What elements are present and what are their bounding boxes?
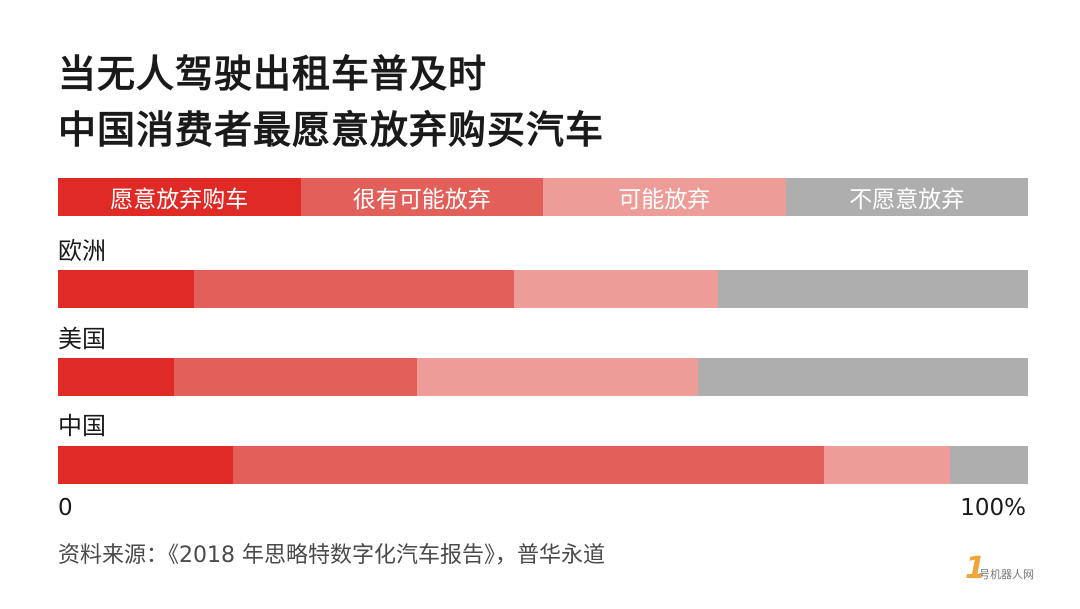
stacked-bar <box>58 446 1028 484</box>
bar-segment <box>232 446 825 484</box>
category-label: 欧洲 <box>58 237 106 265</box>
bar-segment <box>58 358 175 396</box>
logo-mark: 1 <box>965 551 986 586</box>
chart-title-line-2: 中国消费者最愿意放弃购买汽车 <box>58 108 605 152</box>
stacked-bar <box>58 270 1028 308</box>
bar-segment <box>174 358 417 396</box>
axis-max-label: 100% <box>960 495 1026 521</box>
bar-segment <box>698 358 1028 396</box>
legend: 愿意放弃购车 很有可能放弃 可能放弃 不愿意放弃 <box>58 178 1028 216</box>
axis-min-label: 0 <box>58 495 73 521</box>
bar-segment <box>193 270 514 308</box>
chart-title-line-1: 当无人驾驶出租车普及时 <box>58 52 488 96</box>
legend-item: 很有可能放弃 <box>300 178 543 216</box>
stacked-bar <box>58 358 1028 396</box>
bar-segment <box>58 446 233 484</box>
category-label: 美国 <box>58 325 106 353</box>
bar-segment <box>824 446 951 484</box>
category-label: 中国 <box>58 412 106 440</box>
bar-segment <box>717 270 1028 308</box>
legend-item: 愿意放弃购车 <box>58 178 301 216</box>
source-note: 资料来源：《2018 年思略特数字化汽车报告》，普华永道 <box>58 543 605 568</box>
chart-title: 当无人驾驶出租车普及时 中国消费者最愿意放弃购买汽车 <box>58 46 604 158</box>
bar-segment <box>58 270 194 308</box>
bar-segment <box>950 446 1028 484</box>
bar-segment <box>513 270 718 308</box>
legend-item: 可能放弃 <box>543 178 786 216</box>
legend-item: 不愿意放弃 <box>785 178 1028 216</box>
bar-segment <box>416 358 699 396</box>
logo: 1 号机器人网 <box>965 551 1034 586</box>
logo-text: 号机器人网 <box>979 568 1034 581</box>
